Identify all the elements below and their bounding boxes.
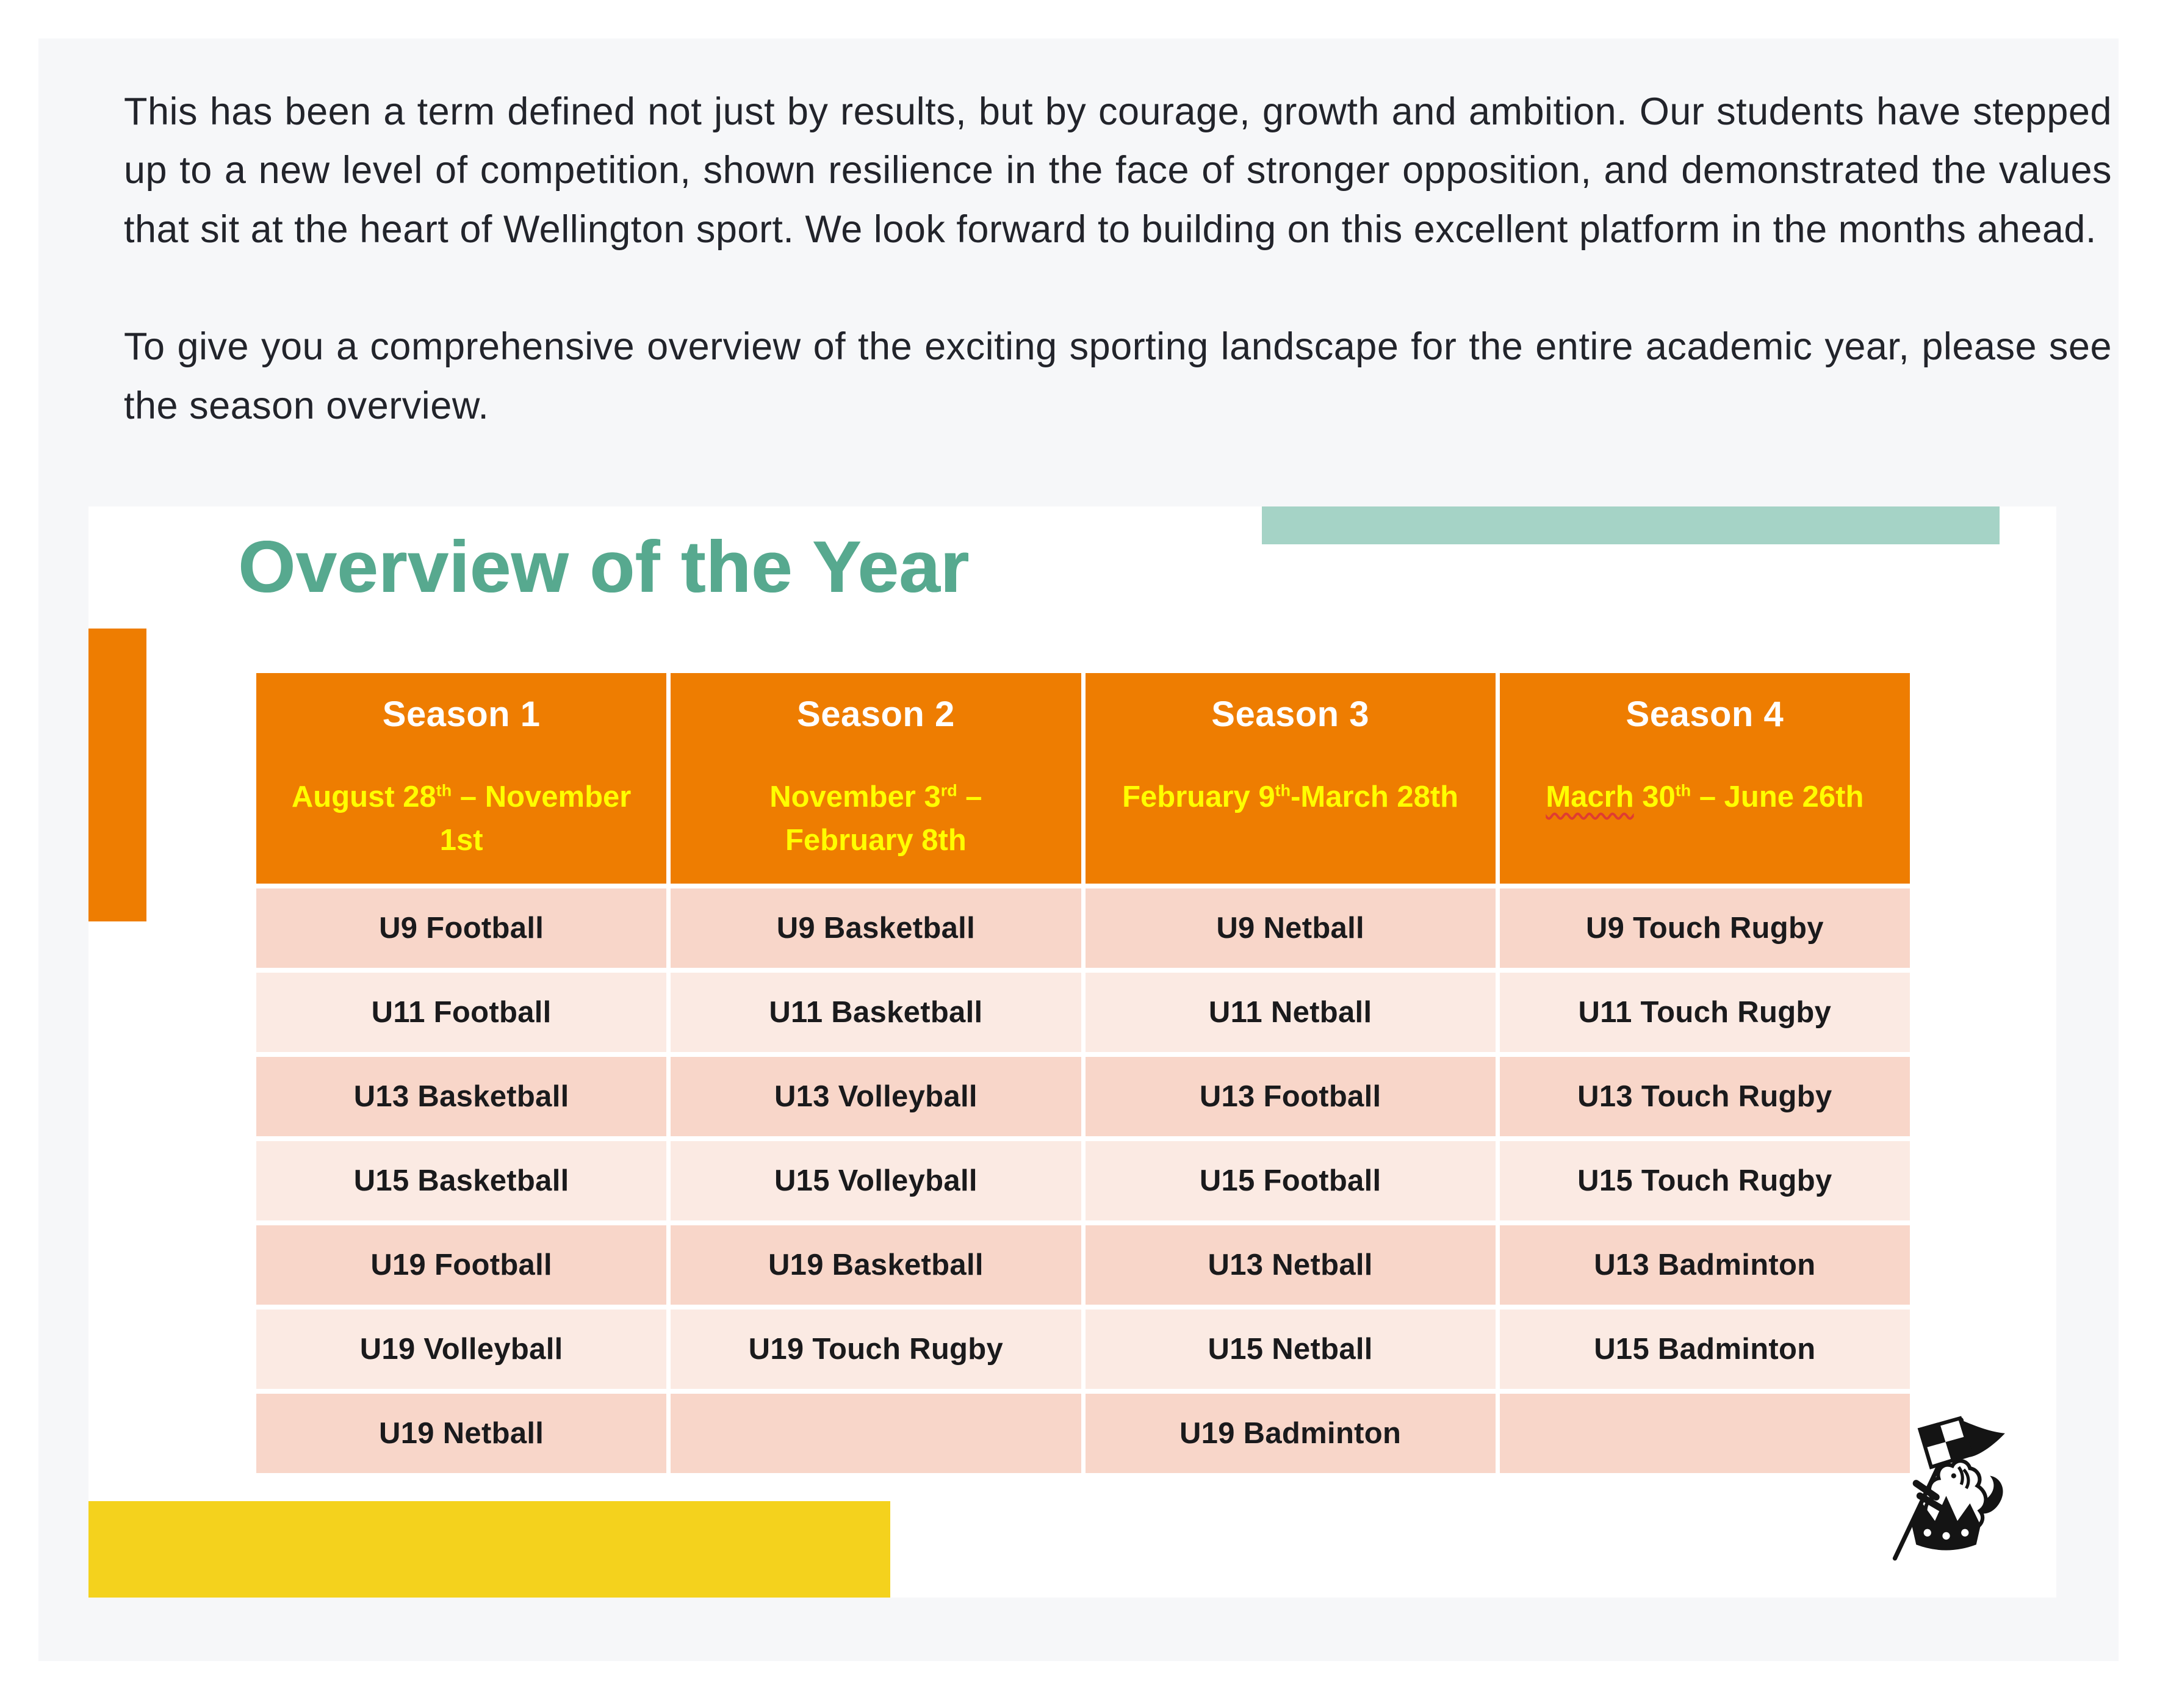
season-4-header: Season 4 Macrh 30th – June 26th bbox=[1499, 673, 1910, 884]
season-4-title: Season 4 bbox=[1626, 694, 1784, 734]
season-3-dates: February 9th-March 28th bbox=[1122, 780, 1459, 813]
season-3-header: Season 3 February 9th-March 28th bbox=[1085, 673, 1496, 884]
crest-lion-foreleg-2 bbox=[1916, 1492, 1945, 1512]
crest-flag-check-2 bbox=[1945, 1436, 1972, 1460]
season-table: Season 1 August 28th – November 1st Seaso… bbox=[256, 673, 1910, 1473]
table-cell: U9 Football bbox=[256, 888, 667, 968]
table-cell: U19 Football bbox=[256, 1225, 667, 1305]
table-cell: U13 Badminton bbox=[1499, 1225, 1910, 1305]
decorative-teal-bar bbox=[1262, 506, 2000, 544]
table-cell: U13 Netball bbox=[1085, 1225, 1496, 1305]
season-overview-figure: Overview of the Year Season 1 August 28t… bbox=[88, 506, 2056, 1598]
season-2-header: Season 2 November 3rd – February 8th bbox=[671, 673, 1081, 884]
table-cell: U9 Netball bbox=[1085, 888, 1496, 968]
crest-crown bbox=[1912, 1496, 1981, 1551]
crest-crown-pearl-3 bbox=[1961, 1529, 1969, 1537]
table-cell: U11 Netball bbox=[1085, 973, 1496, 1052]
table-cell: U19 Volleyball bbox=[256, 1310, 667, 1389]
season-2-title: Season 2 bbox=[797, 694, 955, 734]
crest-crown-pearl-1 bbox=[1923, 1529, 1931, 1537]
season-1-title: Season 1 bbox=[382, 694, 541, 734]
crest-pennant bbox=[1960, 1419, 2005, 1457]
season-1-dates: August 28th – November 1st bbox=[291, 780, 632, 857]
table-cell: U11 Basketball bbox=[671, 973, 1081, 1052]
season-2-dates: November 3rd – February 8th bbox=[769, 780, 982, 857]
table-cell: U15 Netball bbox=[1085, 1310, 1496, 1389]
decorative-yellow-bar bbox=[88, 1501, 890, 1598]
crest-lion-eye bbox=[1951, 1473, 1956, 1479]
table-cell: U19 Touch Rugby bbox=[671, 1310, 1081, 1389]
table-cell: U13 Basketball bbox=[256, 1057, 667, 1136]
wellington-crest-logo bbox=[1892, 1416, 2005, 1561]
decorative-orange-bar bbox=[88, 629, 146, 921]
intro-paragraph-1: This has been a term defined not just by… bbox=[124, 90, 2112, 251]
intro-paragraph-2: To give you a comprehensive overview of … bbox=[124, 325, 2112, 427]
table-cell: U13 Volleyball bbox=[671, 1057, 1081, 1136]
crest-lion-mane bbox=[1957, 1466, 1970, 1490]
table-cell: U13 Football bbox=[1085, 1057, 1496, 1136]
table-cell bbox=[671, 1394, 1081, 1473]
table-cell: U15 Volleyball bbox=[671, 1141, 1081, 1220]
intro-text-block: This has been a term defined not just by… bbox=[124, 82, 2112, 435]
crest-lion-foreleg-1 bbox=[1912, 1480, 1940, 1501]
table-cell: U15 Badminton bbox=[1499, 1310, 1910, 1389]
table-cell: U13 Touch Rugby bbox=[1499, 1057, 1910, 1136]
table-cell: U15 Basketball bbox=[256, 1141, 667, 1220]
season-1-header: Season 1 August 28th – November 1st bbox=[256, 673, 667, 884]
season-3-title: Season 3 bbox=[1211, 694, 1369, 734]
table-cell: U15 Football bbox=[1085, 1141, 1496, 1220]
table-cell: U9 Basketball bbox=[671, 888, 1081, 968]
table-cell: U11 Touch Rugby bbox=[1499, 973, 1910, 1052]
misspelled-word: Macrh bbox=[1546, 780, 1634, 813]
season-4-dates: Macrh 30th – June 26th bbox=[1546, 780, 1864, 813]
table-cell: U19 Badminton bbox=[1085, 1394, 1496, 1473]
crest-flag-check-1 bbox=[1920, 1424, 1946, 1448]
figure-title: Overview of the Year bbox=[238, 526, 970, 608]
table-cell: U19 Basketball bbox=[671, 1225, 1081, 1305]
table-cell: U19 Netball bbox=[256, 1394, 667, 1473]
table-cell bbox=[1499, 1394, 1910, 1473]
table-cell: U9 Touch Rugby bbox=[1499, 888, 1910, 968]
table-cell: U15 Touch Rugby bbox=[1499, 1141, 1910, 1220]
crest-crown-pearl-2 bbox=[1942, 1532, 1950, 1540]
table-cell: U11 Football bbox=[256, 973, 667, 1052]
